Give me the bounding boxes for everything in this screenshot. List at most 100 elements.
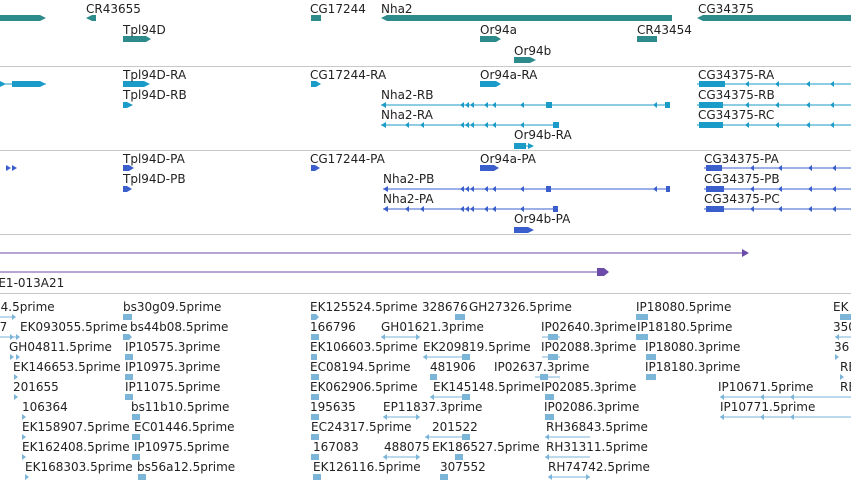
gene-label[interactable]: Or94a — [480, 23, 518, 37]
est-label[interactable]: EK146653.5prime — [13, 360, 121, 374]
est-glyph[interactable] — [123, 314, 132, 320]
est-glyph[interactable] — [381, 334, 420, 340]
clone-label[interactable]: ME1-013A21 — [0, 276, 65, 290]
est-label[interactable]: 307552 — [440, 460, 486, 474]
gene-glyph-Nha2[interactable] — [381, 15, 672, 21]
mrna-glyph-CG34375-RC[interactable] — [697, 122, 851, 128]
est-glyph[interactable] — [0, 334, 20, 340]
est-glyph[interactable] — [311, 454, 319, 460]
est-label[interactable]: 195635 — [310, 400, 356, 414]
est-glyph[interactable] — [840, 314, 851, 320]
est-label[interactable]: bs30g09.5prime — [123, 300, 222, 314]
est-glyph[interactable] — [22, 434, 26, 440]
est-glyph[interactable] — [542, 354, 560, 360]
est-glyph[interactable] — [720, 414, 851, 420]
est-glyph[interactable] — [425, 434, 470, 440]
est-glyph[interactable] — [636, 314, 648, 320]
est-label[interactable]: EK209819.5prime — [423, 340, 531, 354]
est-glyph[interactable] — [14, 374, 18, 380]
mrna-label[interactable]: Nha2-RA — [381, 108, 433, 122]
est-label[interactable]: 166796 — [310, 320, 356, 334]
protein-glyph-CG17244-PA[interactable] — [311, 165, 320, 171]
est-label[interactable]: IP02085.3prime — [541, 380, 637, 394]
est-glyph[interactable] — [313, 474, 321, 480]
est-glyph[interactable] — [840, 374, 844, 380]
mrna-label[interactable]: Tpl94D-RB — [123, 88, 187, 102]
est-glyph[interactable] — [132, 434, 140, 440]
protein-label[interactable]: CG34375-PB — [704, 172, 780, 186]
est-glyph[interactable] — [545, 394, 554, 400]
protein-label[interactable]: CG34375-PA — [704, 152, 779, 166]
est-label[interactable]: 36 — [834, 340, 850, 354]
est-label[interactable]: IP10975.3prime — [125, 360, 221, 374]
protein-glyph-left-edge[interactable] — [6, 165, 17, 171]
protein-label[interactable]: CG17244-PA — [310, 152, 385, 166]
est-label[interactable]: 350 — [833, 320, 851, 334]
mrna-glyph-Or94a-RA[interactable] — [480, 81, 501, 87]
est-glyph[interactable] — [423, 354, 470, 360]
clone-glyph-ME1-013A21[interactable] — [0, 268, 609, 276]
protein-glyph-CG34375-PA[interactable] — [704, 165, 851, 171]
est-label[interactable]: EC08194.5prime — [310, 360, 411, 374]
mrna-glyph-left-edge[interactable] — [0, 81, 46, 87]
mrna-label[interactable]: Or94b-RA — [514, 128, 572, 142]
est-glyph[interactable] — [383, 414, 420, 420]
est-label[interactable]: GH01621.3prime — [381, 320, 484, 334]
est-glyph[interactable] — [125, 374, 133, 380]
est-glyph[interactable] — [545, 454, 590, 460]
protein-label[interactable]: CG34375-PC — [704, 192, 780, 206]
protein-label[interactable]: Tpl94D-PA — [123, 152, 185, 166]
est-glyph[interactable] — [138, 474, 146, 480]
protein-glyph-CG34375-PC[interactable] — [704, 206, 851, 212]
est-glyph[interactable] — [383, 454, 420, 460]
est-glyph[interactable] — [311, 374, 319, 380]
mrna-label[interactable]: CG17244-RA — [310, 68, 387, 82]
est-label[interactable]: IP18080.5prime — [636, 300, 732, 314]
est-glyph[interactable] — [123, 334, 132, 340]
mrna-glyph-Nha2-RB[interactable] — [381, 102, 670, 108]
mrna-glyph-Nha2-RA[interactable] — [381, 122, 559, 128]
mrna-glyph-CG34375-RB[interactable] — [697, 102, 851, 108]
est-label[interactable]: 201655 — [13, 380, 59, 394]
est-glyph[interactable] — [132, 454, 140, 460]
gene-label[interactable]: Tpl94D — [123, 23, 166, 37]
protein-label[interactable]: Or94b-PA — [514, 212, 571, 226]
gene-label[interactable]: Nha2 — [381, 2, 413, 16]
est-label[interactable]: IP02088.3prime — [541, 340, 637, 354]
est-glyph[interactable] — [440, 474, 448, 480]
est-label[interactable]: GH04811.5prime — [9, 340, 112, 354]
est-label[interactable]: 328676 — [422, 300, 468, 314]
gene-glyph-Tpl94D[interactable] — [123, 36, 151, 42]
gene-glyph-CG17244[interactable] — [311, 15, 321, 21]
est-label[interactable]: EK093055.5prime — [20, 320, 128, 334]
est-label[interactable]: RE — [840, 360, 851, 374]
est-label[interactable]: EP11837.3prime — [383, 400, 483, 414]
est-label[interactable]: EK106603.5prime — [310, 340, 418, 354]
est-label[interactable]: IP02086.3prime — [544, 400, 640, 414]
est-label[interactable]: IP02640.3prime — [541, 320, 637, 334]
mrna-glyph-CG34375-RA[interactable] — [697, 81, 851, 87]
est-label[interactable]: IP18180.3prime — [645, 360, 741, 374]
est-label[interactable]: IP18180.5prime — [637, 320, 733, 334]
est-label[interactable]: 57 — [0, 320, 8, 334]
est-label[interactable]: 54.5prime — [0, 300, 55, 314]
gene-label[interactable]: Or94b — [514, 44, 552, 58]
est-label[interactable]: EC24317.5prime — [311, 420, 412, 434]
est-label[interactable]: IP18080.3prime — [645, 340, 741, 354]
est-label[interactable]: EK126116.5prime — [313, 460, 421, 474]
est-glyph[interactable] — [430, 394, 470, 400]
est-glyph[interactable] — [22, 414, 26, 420]
gene-label[interactable]: CR43655 — [86, 2, 141, 16]
est-glyph[interactable] — [636, 334, 648, 340]
est-glyph[interactable] — [125, 354, 133, 360]
est-glyph[interactable] — [125, 394, 133, 400]
est-label[interactable]: RE — [840, 380, 851, 394]
est-glyph[interactable] — [311, 334, 319, 340]
mrna-glyph-CG17244-RA[interactable] — [311, 81, 321, 87]
gene-label[interactable]: CG17244 — [310, 2, 366, 16]
clone-glyph-upper[interactable] — [0, 249, 749, 257]
est-label[interactable]: EK158907.5prime — [22, 420, 130, 434]
est-label[interactable]: EK145148.5prime — [433, 380, 541, 394]
mrna-label[interactable]: Or94a-RA — [480, 68, 538, 82]
mrna-glyph-Or94b-RA[interactable] — [514, 143, 534, 149]
